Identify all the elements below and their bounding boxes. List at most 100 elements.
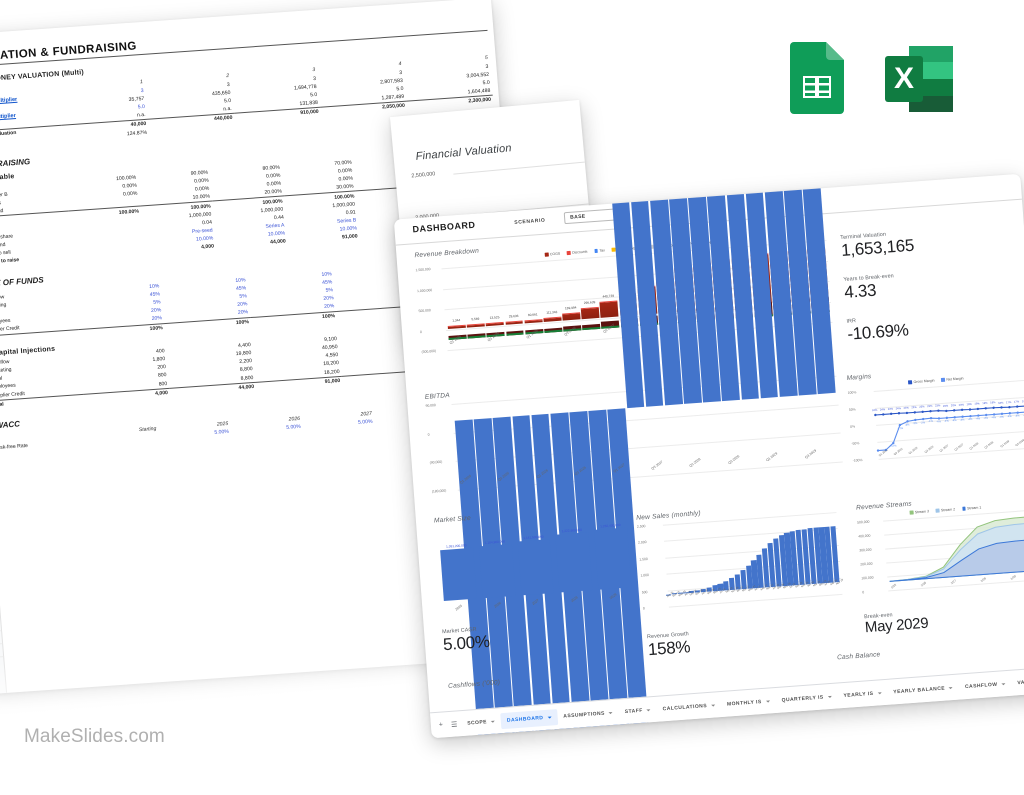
bar-segment-cogs <box>467 323 485 327</box>
y-axis-tick-label: -50% <box>851 441 859 446</box>
x-axis-tick-label: 1/28 <box>980 576 987 583</box>
y-axis-tick-label: 500 <box>642 590 648 594</box>
bar <box>594 527 631 590</box>
data-label: 17% <box>1006 401 1011 404</box>
sheet-tab-label: DASHBOARD <box>507 715 544 724</box>
y-axis-tick-label: 2,500 <box>637 524 646 529</box>
chevron-down-icon[interactable] <box>1001 683 1005 685</box>
chevron-down-icon[interactable] <box>647 709 651 711</box>
data-label: -4% <box>952 419 957 422</box>
chevron-down-icon[interactable] <box>877 692 881 694</box>
chevron-down-icon[interactable] <box>949 686 953 688</box>
data-label: -4% <box>960 419 965 422</box>
data-label: 19% <box>974 403 979 406</box>
all-sheets-menu-icon[interactable]: ☰ <box>447 720 462 729</box>
sheet-tab-staff[interactable]: STAFF <box>618 701 657 720</box>
data-label: 23% <box>903 407 908 410</box>
add-sheet-icon[interactable]: + <box>435 721 448 729</box>
chevron-down-icon[interactable] <box>547 716 551 718</box>
data-label: -4% <box>991 416 996 419</box>
chevron-down-icon[interactable] <box>711 704 715 706</box>
sheet-tab-yearly-balance[interactable]: YEARLY BALANCE <box>887 679 960 700</box>
revenue-growth-kpi: Revenue Growth 158% <box>647 631 691 659</box>
data-label: -4% <box>944 420 949 423</box>
legend-item[interactable]: Gross Margin <box>908 379 934 385</box>
chevron-down-icon[interactable] <box>766 700 770 702</box>
sheet-tab-monthly-is[interactable]: MONTHLY IS <box>720 693 776 713</box>
page-title: VALUATION & FUNDRAISING <box>0 16 487 64</box>
sheet-tab-scope[interactable]: SCOPE <box>461 713 502 732</box>
bar-value-label: 13,525 <box>490 315 500 320</box>
sheet-tab-calculations[interactable]: CALCULATIONS <box>656 697 721 718</box>
data-label: -4% <box>983 417 988 420</box>
data-label: 23% <box>935 405 940 408</box>
bar-value-label: 1,344 <box>452 318 460 323</box>
data-label: -17% <box>890 445 896 448</box>
x-axis-tick-label: 2027 <box>532 598 540 606</box>
y-axis-tick-label: 2,000 <box>638 540 647 545</box>
irr-value: -10.69% <box>847 320 909 343</box>
bar-value-label: 29,636 <box>509 314 519 319</box>
row-header-49[interactable]: 49 <box>0 644 3 658</box>
legend-item[interactable]: Stream 1 <box>962 505 981 510</box>
data-label: 24% <box>896 407 901 410</box>
sheet-tab-assumptions[interactable]: ASSUMPTIONS <box>557 704 620 724</box>
legend-item[interactable]: Discounts <box>567 250 588 255</box>
sheet-tab-label: QUARTERLY IS <box>781 694 823 703</box>
y-axis-tick-label: 1,500,000 <box>415 267 430 272</box>
y-axis-tick-label: (180,000) <box>432 489 447 494</box>
legend-item[interactable]: Stream 2 <box>936 507 955 512</box>
bar-value-label: 5,569 <box>471 317 479 322</box>
data-label: 20% <box>943 405 948 408</box>
y-axis-tick-label: -100% <box>853 458 863 463</box>
app-logos: X <box>786 40 986 120</box>
bar <box>479 544 516 598</box>
sheet-tab-cashflow[interactable]: CASHFLOW <box>958 675 1012 695</box>
data-label: 20% <box>959 404 964 407</box>
revenue-growth-value: 158% <box>647 637 691 659</box>
years-to-break-even-kpi: Years to Break-even 4.33 <box>843 273 895 302</box>
legend-item[interactable]: Net Margin <box>941 376 963 382</box>
bar <box>517 539 554 595</box>
financial-valuation-title: Financial Valuation <box>415 142 512 163</box>
chevron-down-icon[interactable] <box>828 695 832 697</box>
y-axis-tick-label: 500,000 <box>857 520 870 525</box>
data-label: -4% <box>968 418 973 421</box>
legend-item[interactable]: Stream 3 <box>910 509 929 514</box>
sheet-tab-quarterly-is[interactable]: QUARTERLY IS <box>775 688 838 709</box>
y-axis-tick-label: (500,000) <box>421 349 436 354</box>
legend-item[interactable]: Tax <box>594 248 605 253</box>
dashboard-spreadsheet[interactable]: DASHBOARD SCENARIO BASE Revenue Breakdow… <box>394 174 1024 739</box>
bar-column[interactable] <box>817 374 840 453</box>
bar-value-label: 111,343 <box>546 310 557 315</box>
data-label: -4% <box>1007 415 1012 418</box>
break-even-value: May 2029 <box>864 616 929 637</box>
sheet-tab-label: MONTHLY IS <box>727 699 762 708</box>
y-axis-tick-label: 90,000 <box>425 403 436 408</box>
sheet-tab-dashboard[interactable]: DASHBOARD <box>500 709 558 729</box>
chevron-down-icon[interactable] <box>609 711 613 713</box>
x-axis-tick-label: 2028 <box>570 595 578 603</box>
sheet-tab-valuation[interactable]: VALUATION <box>1011 671 1024 691</box>
y-axis-tick-label: 50% <box>849 407 856 411</box>
sheet-tab-yearly-is[interactable]: YEARLY IS <box>837 684 888 704</box>
irr-kpi: IRR -10.69% <box>846 314 909 343</box>
y-axis-tick-label: 400,000 <box>858 534 871 539</box>
x-axis-tick-label: 1/29 <box>1010 574 1017 581</box>
dashboard-title: DASHBOARD <box>412 220 476 235</box>
margins-chart: 100%50%0%-50%-100%24%24%24%24%23%23%23%2… <box>848 378 1024 469</box>
sheet-tab-label: VALUATION <box>1017 677 1024 685</box>
sheet-tab-label: SCOPE <box>467 719 487 726</box>
chevron-down-icon[interactable] <box>491 720 495 722</box>
microsoft-excel-logo: X <box>882 42 956 116</box>
legend-item[interactable]: COGS <box>545 252 561 257</box>
data-label: -6% <box>905 423 910 426</box>
